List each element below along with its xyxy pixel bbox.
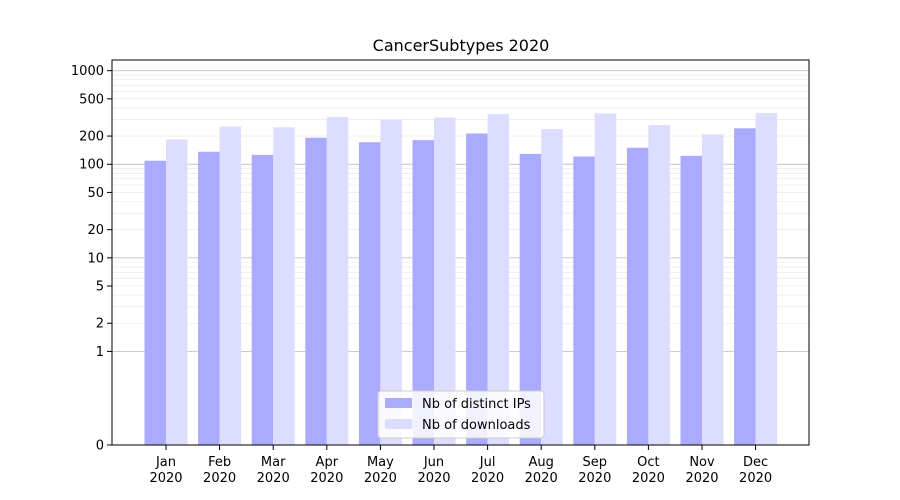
- x-tick-label-year: 2020: [310, 471, 343, 486]
- x-tick-label-year: 2020: [257, 471, 290, 486]
- x-tick-label-year: 2020: [578, 471, 611, 486]
- bar-downloads: [166, 139, 188, 445]
- bar-distinct-ips: [251, 154, 274, 445]
- legend: Nb of distinct IPs Nb of downloads: [377, 390, 545, 439]
- x-tick-label-year: 2020: [632, 471, 665, 486]
- y-tick-label: 1: [96, 345, 104, 360]
- bar-distinct-ips: [573, 156, 595, 446]
- bar-downloads: [219, 126, 242, 445]
- y-tick-label: 50: [87, 186, 104, 201]
- plot-frame: [111, 59, 810, 446]
- legend-label: Nb of distinct IPs: [422, 397, 531, 412]
- x-tick-label-year: 2020: [739, 471, 772, 486]
- bar-downloads: [755, 113, 778, 445]
- legend-box: [377, 390, 545, 439]
- x-tick-label-month: Nov: [689, 455, 715, 470]
- x-axis: Jan2020Feb2020Mar2020Apr2020May2020Jun20…: [149, 445, 772, 486]
- x-tick-label-year: 2020: [685, 471, 718, 486]
- x-tick-label-year: 2020: [417, 471, 450, 486]
- bar-downloads: [380, 119, 402, 445]
- y-tick-label: 1000: [71, 64, 104, 79]
- bar-downloads: [594, 113, 617, 446]
- y-tick-label: 5: [96, 280, 104, 295]
- bar-downloads: [487, 113, 510, 446]
- x-tick-label-month: Jul: [479, 455, 496, 470]
- x-tick-label-month: Aug: [529, 455, 554, 470]
- bar-downloads: [434, 117, 456, 445]
- x-tick-label-month: Feb: [208, 455, 231, 470]
- bar-distinct-ips: [144, 160, 166, 446]
- x-tick-label-year: 2020: [471, 471, 504, 486]
- bar-downloads: [648, 125, 670, 446]
- y-tick-label: 2: [96, 317, 104, 332]
- x-tick-label-month: May: [367, 455, 394, 470]
- x-tick-label-month: Dec: [743, 455, 768, 470]
- bar-distinct-ips: [626, 147, 649, 445]
- legend-swatch: [385, 419, 412, 429]
- x-tick-label-year: 2020: [364, 471, 397, 486]
- bar-downloads: [702, 134, 724, 445]
- bar-distinct-ips: [680, 155, 702, 445]
- bar-distinct-ips: [466, 133, 488, 445]
- bar-distinct-ips: [519, 153, 542, 446]
- bar-distinct-ips: [198, 151, 220, 445]
- bar-distinct-ips: [412, 140, 434, 446]
- bar-downloads: [326, 116, 349, 446]
- bar-distinct-ips: [305, 137, 327, 445]
- y-tick-label: 100: [79, 158, 104, 173]
- x-tick-label-month: Sep: [583, 455, 608, 470]
- chart-title: CancerSubtypes 2020: [373, 36, 550, 55]
- bar-distinct-ips: [358, 142, 381, 445]
- y-tick-label: 200: [79, 130, 104, 145]
- x-tick-label-month: Jun: [423, 455, 444, 470]
- y-tick-label: 10: [87, 251, 104, 266]
- bar-distinct-ips: [734, 128, 756, 445]
- y-tick-label: 500: [79, 92, 104, 107]
- legend-swatch: [385, 398, 412, 408]
- bar-downloads: [273, 127, 295, 445]
- legend-label: Nb of downloads: [422, 418, 531, 433]
- x-tick-label-year: 2020: [525, 471, 558, 486]
- y-axis: 0 1 2 5 10 20 50 100 200 500 1000: [71, 64, 112, 454]
- x-tick-label-month: Apr: [316, 455, 339, 470]
- x-tick-label-month: Jan: [155, 455, 176, 470]
- bar-downloads: [541, 129, 563, 446]
- x-tick-label-month: Mar: [261, 455, 286, 470]
- x-tick-label-year: 2020: [149, 471, 182, 486]
- x-tick-label-year: 2020: [203, 471, 236, 486]
- bars: [144, 113, 778, 446]
- x-tick-label-month: Oct: [637, 455, 659, 470]
- y-tick-label: 0: [96, 439, 104, 454]
- y-tick-label: 20: [87, 223, 104, 238]
